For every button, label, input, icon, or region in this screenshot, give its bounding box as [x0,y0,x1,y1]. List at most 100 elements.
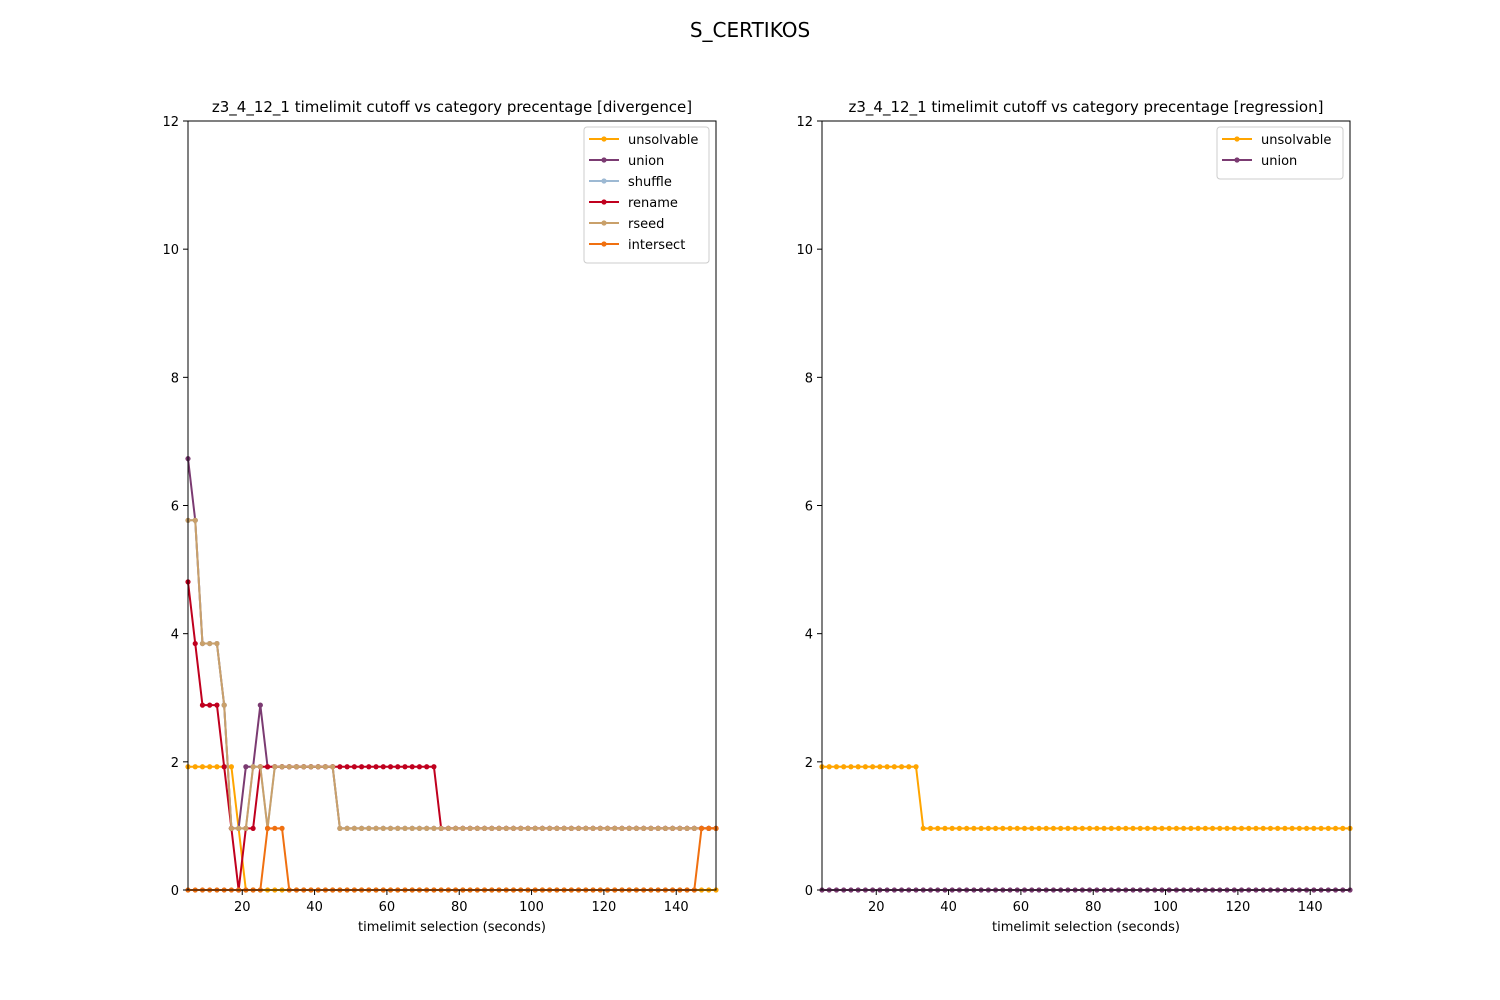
divergence-data-point-rename [387,764,394,770]
regression-data-point-unsolvable [1137,825,1143,831]
regression-y-tick-label: 10 [796,243,813,258]
regression-data-point-unsolvable [1152,825,1158,831]
divergence-data-point-rseed [221,702,227,708]
divergence-chart-title: z3_4_12_1 timelimit cutoff vs category p… [212,98,692,117]
divergence-data-point-rename [395,764,401,770]
regression-data-point-unsolvable [1014,825,1020,831]
divergence-data-point-rseed [590,825,596,831]
divergence-data-point-rseed [510,825,517,831]
divergence-legend-label-intersect: intersect [628,238,685,253]
regression-data-point-unsolvable [1209,825,1216,831]
divergence-data-point-rseed [655,825,661,831]
divergence-data-point-rseed [662,825,668,831]
divergence-data-point-rseed [677,825,683,831]
regression-data-point-unsolvable [1325,825,1331,831]
divergence-data-point-rseed [236,825,242,831]
divergence-x-tick-label: 40 [306,900,323,915]
divergence-data-point-rseed [337,825,343,831]
divergence-y-tick-label: 10 [162,243,179,258]
divergence-data-point-rseed [409,825,415,831]
divergence-data-point-rseed [373,825,379,831]
divergence-data-point-rseed [250,764,256,770]
regression-data-point-unsolvable [971,825,977,831]
divergence-x-axis-label: timelimit selection (seconds) [358,920,546,935]
regression-data-point-unsolvable [1260,825,1266,831]
divergence-data-point-rseed [612,825,618,831]
regression-data-point-unsolvable [1289,825,1295,831]
divergence-data-point-rseed [619,825,625,831]
divergence-y-tick-label: 12 [162,115,179,130]
divergence-x-tick-label: 100 [519,900,544,915]
regression-data-point-unsolvable [1029,825,1035,831]
regression-data-point-unsolvable [1036,825,1042,831]
divergence-legend-marker-shuffle [601,178,607,184]
regression-data-point-unsolvable [1065,825,1071,831]
divergence-data-point-rseed [358,825,365,831]
regression-data-point-unsolvable [1195,825,1201,831]
regression-legend: unsolvable union [1216,126,1344,180]
regression-data-point-unsolvable [1311,825,1317,831]
regression-data-point-unsolvable [1115,825,1122,831]
divergence-data-point-rseed [380,825,386,831]
regression-chart: z3_4_12_1 timelimit cutoff vs category p… [796,98,1353,935]
regression-x-axis-label: timelimit selection (seconds) [992,920,1180,935]
divergence-data-point-rseed [279,764,285,770]
divergence-data-point-union [257,702,263,708]
regression-data-point-unsolvable [1246,825,1252,831]
divergence-data-point-rseed [199,640,206,647]
regression-data-point-unsolvable [855,764,861,770]
regression-data-point-unsolvable [1282,825,1288,831]
divergence-data-point-unsolvable [228,764,234,770]
regression-data-point-unsolvable [920,825,926,831]
divergence-legend-marker-unsolvable [601,136,607,142]
divergence-data-point-rseed [597,825,603,831]
regression-data-point-unsolvable [898,764,905,770]
divergence-data-point-rename [380,764,386,770]
divergence-legend-marker-rseed [601,220,607,226]
divergence-y-tick-label: 4 [171,628,179,643]
divergence-data-point-rename [409,764,415,770]
regression-data-point-unsolvable [1072,825,1078,831]
regression-data-point-unsolvable [833,764,840,770]
divergence-data-point-rename [192,640,198,647]
regression-data-point-unsolvable [841,764,847,770]
divergence-data-point-unsolvable [192,764,198,770]
regression-data-point-unsolvable [862,764,869,770]
divergence-data-point-unsolvable [199,764,206,770]
regression-data-point-unsolvable [1267,825,1274,831]
divergence-legend-label-rename: rename [628,196,678,211]
regression-data-point-unsolvable [1340,825,1346,831]
divergence-data-point-rseed [228,825,234,831]
divergence-data-point-rseed [366,825,372,831]
regression-x-tick-label: 100 [1153,900,1178,915]
divergence-data-point-rseed [257,764,263,770]
divergence-legend-label-shuffle: shuffle [628,175,672,190]
divergence-data-point-rename [358,764,365,770]
regression-data-point-unsolvable [949,825,955,831]
regression-data-point-unsolvable [1231,825,1237,831]
divergence-data-point-rseed [293,764,300,770]
regression-data-point-unsolvable [1332,825,1339,831]
regression-data-point-unsolvable [1166,825,1172,831]
divergence-data-point-intersect [706,825,712,831]
regression-data-point-unsolvable [1173,825,1180,831]
divergence-data-point-rseed [395,825,401,831]
divergence-data-point-intersect [264,825,271,831]
regression-data-point-unsolvable [1021,825,1028,831]
regression-data-point-unsolvable [985,825,991,831]
figure-suptitle: S_CERTIKOS [690,18,810,42]
divergence-legend: unsolvable union shuffle rename rseed interse… [583,126,710,264]
divergence-data-point-rename [221,764,227,770]
divergence-x-tick-label: 80 [451,900,468,915]
regression-data-point-unsolvable [1296,825,1302,831]
divergence-data-point-rseed [489,825,495,831]
divergence-data-point-rseed [330,764,336,770]
regression-data-point-unsolvable [927,825,934,831]
divergence-data-point-rseed [272,764,278,770]
regression-x-tick-label: 140 [1298,900,1323,915]
regression-data-point-unsolvable [978,825,984,831]
divergence-data-point-intersect [272,825,278,831]
regression-legend-marker-union [1234,157,1240,163]
divergence-data-point-rseed [670,825,676,831]
regression-y-tick-label: 8 [805,371,813,386]
